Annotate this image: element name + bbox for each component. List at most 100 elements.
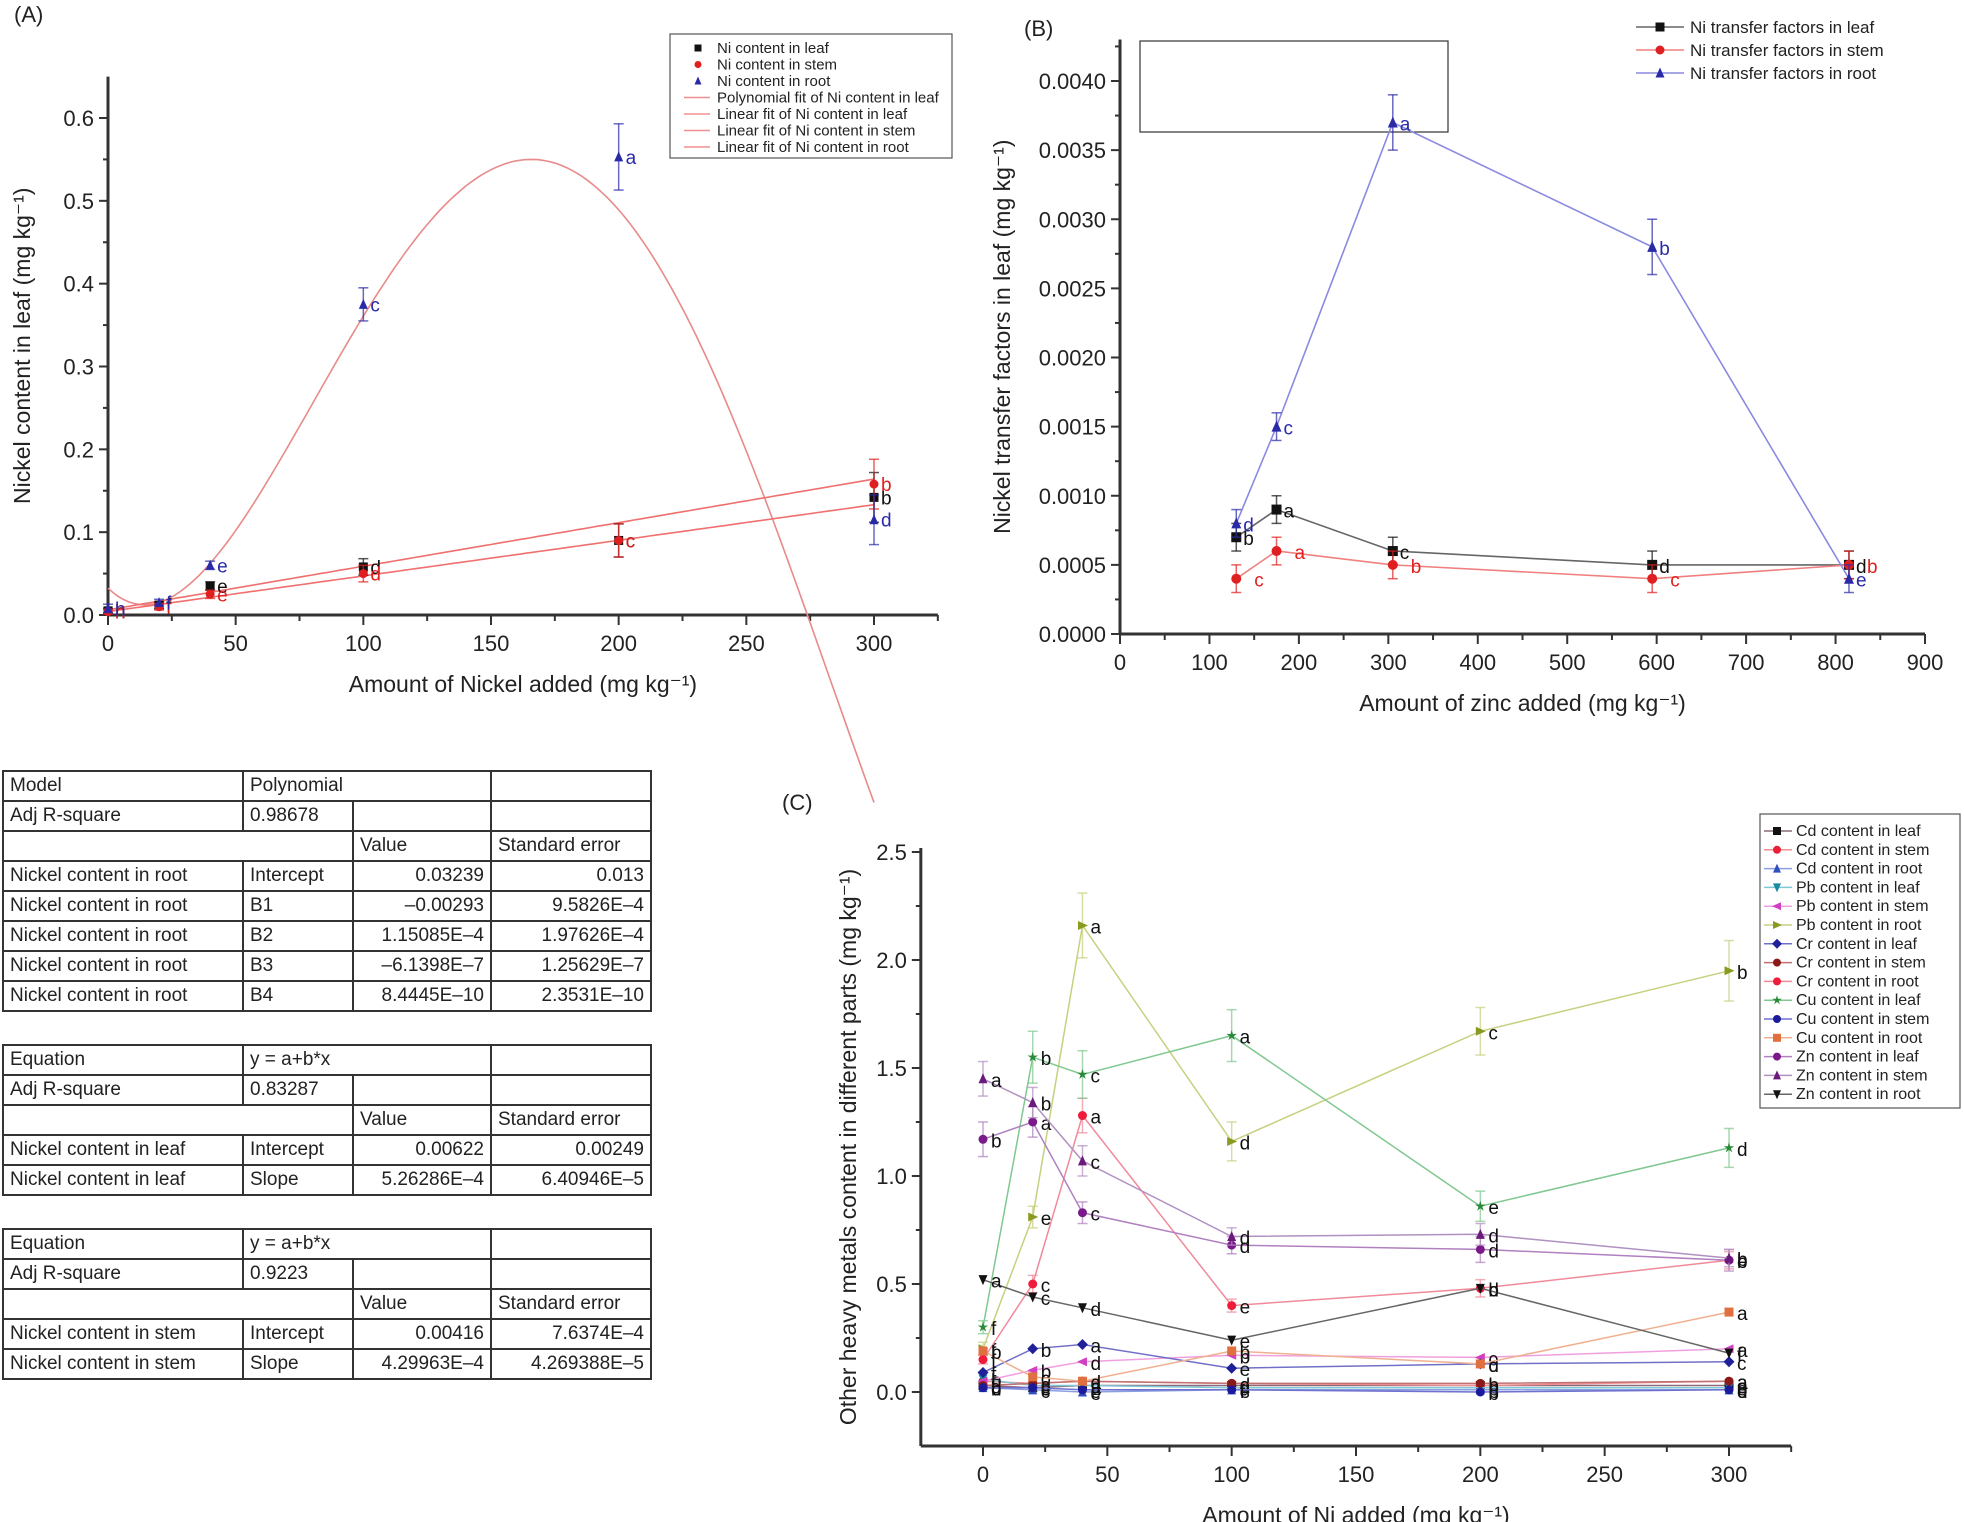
y-tick-label: 0.1 [63, 520, 94, 545]
table-cell: 0.00622 [352, 1134, 492, 1166]
table-row: Nickel content in root B4 8.4445E–10 2.3531… [2, 980, 652, 1012]
data-label: f [991, 1319, 997, 1340]
data-label: a [1090, 1373, 1101, 1394]
data-label: b [1041, 1049, 1052, 1070]
table-row: Value Standard error [2, 830, 652, 862]
table-cell [490, 1044, 652, 1076]
legend-item-label: Cr content in root [1796, 973, 1919, 990]
y-tick-label: 1.5 [876, 1056, 907, 1081]
data-label: a [1240, 1028, 1251, 1049]
x-tick-label: 300 [856, 631, 893, 656]
legend-marker [1773, 977, 1781, 986]
data-label: d [1090, 1373, 1101, 1394]
table-row: Nickel content in root B2 1.15085E–4 1.9762… [2, 920, 652, 952]
legend-item-label: Pb content in stem [1796, 898, 1929, 915]
y-axis-title: Nickel transfer factors in leaf (mg kg⁻¹… [989, 140, 1015, 534]
legend-box [669, 33, 953, 159]
legend-item-label: Cd content in leaf [1796, 823, 1921, 840]
data-label: d [1240, 1228, 1251, 1249]
legend-item-label: Ni content in root [717, 73, 831, 90]
table-cell: 4.29963E–4 [352, 1348, 492, 1380]
table-cell: Nickel content in root [2, 890, 244, 922]
data-label: a [991, 1071, 1002, 1092]
data-label: a [1090, 917, 1101, 938]
data-point [1475, 1283, 1485, 1294]
data-label: d [1090, 1300, 1101, 1321]
series-line [982, 1386, 1729, 1393]
y-tick-label: 0.0025 [1039, 276, 1106, 301]
legend: Ni transfer factors in leaf Ni transfer f… [1636, 18, 1884, 83]
legend-marker [1772, 938, 1782, 949]
data-label: e [1737, 1382, 1748, 1403]
table-cell [490, 800, 652, 832]
data-label: e [1856, 571, 1867, 592]
table-cell: y = a+b*x [242, 1044, 492, 1076]
data-point [1724, 966, 1735, 976]
y-tick-label: 0.5 [876, 1272, 907, 1297]
table-row: Equation y = a+b*x [2, 1228, 652, 1260]
legend-marker [1773, 1052, 1781, 1061]
y-tick-label: 0.3 [63, 355, 94, 380]
y-tick-label: 0.0040 [1039, 69, 1106, 94]
data-label: c [1041, 1375, 1051, 1396]
data-label: b [991, 1371, 1002, 1392]
data-label: d [1488, 1356, 1499, 1377]
legend-marker [1773, 845, 1781, 854]
data-label: b [881, 488, 892, 509]
legend-item-label: Cd content in stem [1796, 842, 1929, 859]
table-cell: Adj R-square [2, 1258, 244, 1290]
data-point [1077, 1303, 1087, 1314]
data-label: c [1400, 543, 1410, 564]
data-point [1724, 1385, 1734, 1395]
data-point [978, 1346, 988, 1356]
data-label: a [1737, 1373, 1748, 1394]
y-axis-title: Other heavy metals content in different … [835, 869, 861, 1425]
data-point [1227, 1385, 1237, 1395]
fit-line [107, 478, 875, 611]
data-point [1028, 1383, 1038, 1393]
table-cell: B3 [242, 950, 354, 982]
table-cell: –6.1398E–7 [352, 950, 492, 982]
legend-item-label: Cu content in stem [1796, 1011, 1929, 1028]
data-label: e [217, 577, 228, 598]
data-point [1271, 546, 1282, 557]
data-label: b [1737, 1250, 1748, 1271]
data-label: b [1737, 1252, 1748, 1273]
table-row: Adj R-square 0.98678 [2, 800, 652, 832]
table-cell: Nickel content in root [2, 860, 244, 892]
data-point [614, 151, 624, 162]
data-point [1027, 1343, 1039, 1355]
data-label: c [991, 1373, 1001, 1394]
y-tick-label: 0.0035 [1039, 138, 1106, 163]
table-row: Adj R-square 0.9223 [2, 1258, 652, 1290]
data-label: d [1856, 557, 1867, 578]
table-cell: 0.98678 [242, 800, 354, 832]
data-label: a [626, 148, 637, 169]
legend-item-label: Ni transfer factors in root [1690, 64, 1876, 83]
table-cell: 1.97626E–4 [490, 920, 652, 952]
data-point [1077, 1208, 1087, 1218]
y-tick-label: 0.6 [63, 106, 94, 131]
data-point [1077, 920, 1088, 930]
data-label: e [1240, 1360, 1251, 1381]
table-cell: 2.3531E–10 [490, 980, 652, 1012]
data-label: a [1737, 1373, 1748, 1394]
data-point [978, 1383, 988, 1393]
data-label: e [1041, 1209, 1052, 1230]
x-tick-label: 300 [1370, 650, 1407, 675]
data-point [1475, 1200, 1486, 1211]
data-label: b [1659, 239, 1670, 260]
data-point [1028, 1372, 1038, 1382]
data-label: f [1737, 1345, 1743, 1366]
table-cell: 1.15085E–4 [352, 920, 492, 952]
x-tick-label: 700 [1728, 650, 1765, 675]
x-axis-title: Amount of Ni added (mg kg⁻¹) [1202, 1502, 1509, 1522]
data-label: c [1090, 1066, 1100, 1087]
series-line [982, 1078, 1730, 1259]
table-cell: y = a+b*x [242, 1228, 492, 1260]
data-label: a [1284, 502, 1295, 523]
data-point [1076, 1357, 1087, 1367]
series-line [982, 1380, 1730, 1387]
data-label: e [1737, 1252, 1748, 1273]
series-line [982, 1113, 1730, 1361]
